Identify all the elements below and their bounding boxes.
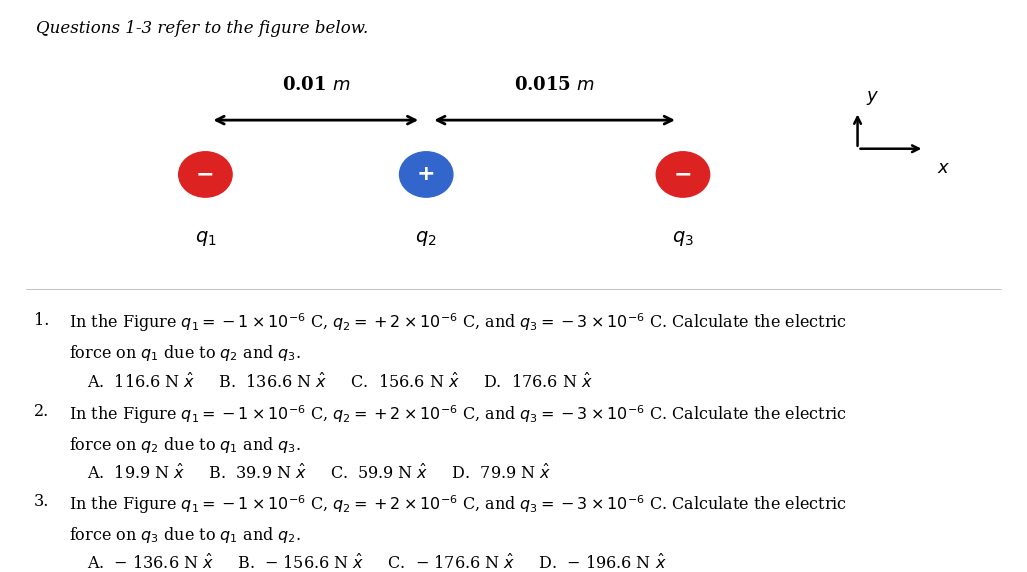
Text: force on $q_3$ due to $q_1$ and $q_2$.: force on $q_3$ due to $q_1$ and $q_2$.	[69, 525, 301, 545]
Text: $x$: $x$	[937, 159, 950, 177]
Ellipse shape	[656, 152, 710, 197]
Ellipse shape	[400, 152, 453, 197]
Text: 0.015 $m$: 0.015 $m$	[515, 77, 595, 94]
Text: In the Figure $q_1 = -1 \times 10^{-6}$ C, $q_2 = +2 \times 10^{-6}$ C, and $q_3: In the Figure $q_1 = -1 \times 10^{-6}$ …	[69, 493, 847, 516]
Text: A.  19.9 N $\hat{x}$     B.  39.9 N $\hat{x}$     C.  59.9 N $\hat{x}$     D.  7: A. 19.9 N $\hat{x}$ B. 39.9 N $\hat{x}$ …	[87, 464, 551, 483]
Ellipse shape	[179, 152, 232, 197]
Text: A.  116.6 N $\hat{x}$     B.  136.6 N $\hat{x}$     C.  156.6 N $\hat{x}$     D.: A. 116.6 N $\hat{x}$ B. 136.6 N $\hat{x}…	[87, 373, 593, 392]
Text: +: +	[417, 165, 435, 184]
Text: In the Figure $q_1 = -1 \times 10^{-6}$ C, $q_2 = +2 \times 10^{-6}$ C, and $q_3: In the Figure $q_1 = -1 \times 10^{-6}$ …	[69, 403, 847, 426]
Text: In the Figure $q_1 = -1 \times 10^{-6}$ C, $q_2 = +2 \times 10^{-6}$ C, and $q_3: In the Figure $q_1 = -1 \times 10^{-6}$ …	[69, 312, 847, 335]
Text: $q_1$: $q_1$	[194, 229, 217, 248]
Text: −: −	[196, 165, 215, 184]
Text: 2.: 2.	[34, 403, 49, 420]
Text: force on $q_1$ due to $q_2$ and $q_3$.: force on $q_1$ due to $q_2$ and $q_3$.	[69, 343, 301, 363]
Text: 0.01 $m$: 0.01 $m$	[281, 77, 350, 94]
Text: A.  $-$ 136.6 N $\hat{x}$     B.  $-$ 156.6 N $\hat{x}$     C.  $-$ 176.6 N $\ha: A. $-$ 136.6 N $\hat{x}$ B. $-$ 156.6 N …	[87, 554, 667, 572]
Text: force on $q_2$ due to $q_1$ and $q_3$.: force on $q_2$ due to $q_1$ and $q_3$.	[69, 435, 301, 455]
Text: −: −	[674, 165, 692, 184]
Text: 3.: 3.	[34, 493, 49, 510]
Text: $q_3$: $q_3$	[672, 229, 694, 248]
Text: $q_2$: $q_2$	[415, 229, 438, 248]
Text: 1.: 1.	[34, 312, 49, 329]
Text: Questions 1-3 refer to the figure below.: Questions 1-3 refer to the figure below.	[36, 20, 369, 37]
Text: $y$: $y$	[866, 89, 879, 107]
